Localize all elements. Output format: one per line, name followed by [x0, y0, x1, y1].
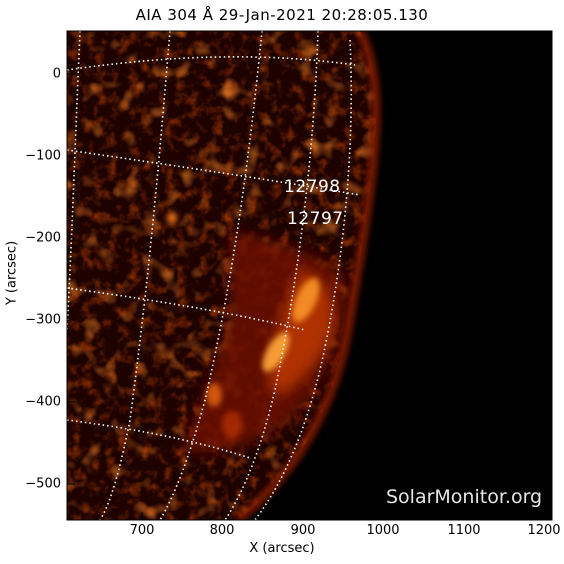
active-region-bright — [167, 212, 320, 439]
heliographic-grid — [67, 31, 361, 520]
y-tick-label: −500 — [25, 476, 61, 492]
axis-ticks — [67, 73, 545, 520]
y-tick-label: −100 — [25, 148, 61, 164]
y-tick-label: −200 — [25, 230, 61, 246]
y-tick-label: −300 — [25, 312, 61, 328]
x-axis-label: X (arcsec) — [249, 541, 315, 556]
solar-limb — [235, 31, 381, 520]
y-tick-label: −400 — [25, 394, 61, 410]
region-label-12798: 12798 — [284, 177, 341, 197]
y-tick-label: 0 — [52, 66, 61, 82]
x-tick-label: 900 — [290, 523, 316, 538]
x-tick-label: 1100 — [447, 523, 481, 538]
credit-watermark: SolarMonitor.org — [386, 486, 543, 508]
plot-frame — [66, 30, 553, 521]
y-axis-label: Y (arcsec) — [4, 240, 20, 306]
image-title: AIA 304 Å 29-Jan-2021 20:28:05.130 — [135, 6, 429, 24]
x-tick-label: 700 — [129, 523, 155, 538]
x-tick-label: 1000 — [366, 523, 400, 538]
region-label-12797: 12797 — [287, 209, 344, 229]
x-tick-label: 800 — [209, 523, 235, 538]
x-tick-label: 1200 — [527, 523, 561, 538]
